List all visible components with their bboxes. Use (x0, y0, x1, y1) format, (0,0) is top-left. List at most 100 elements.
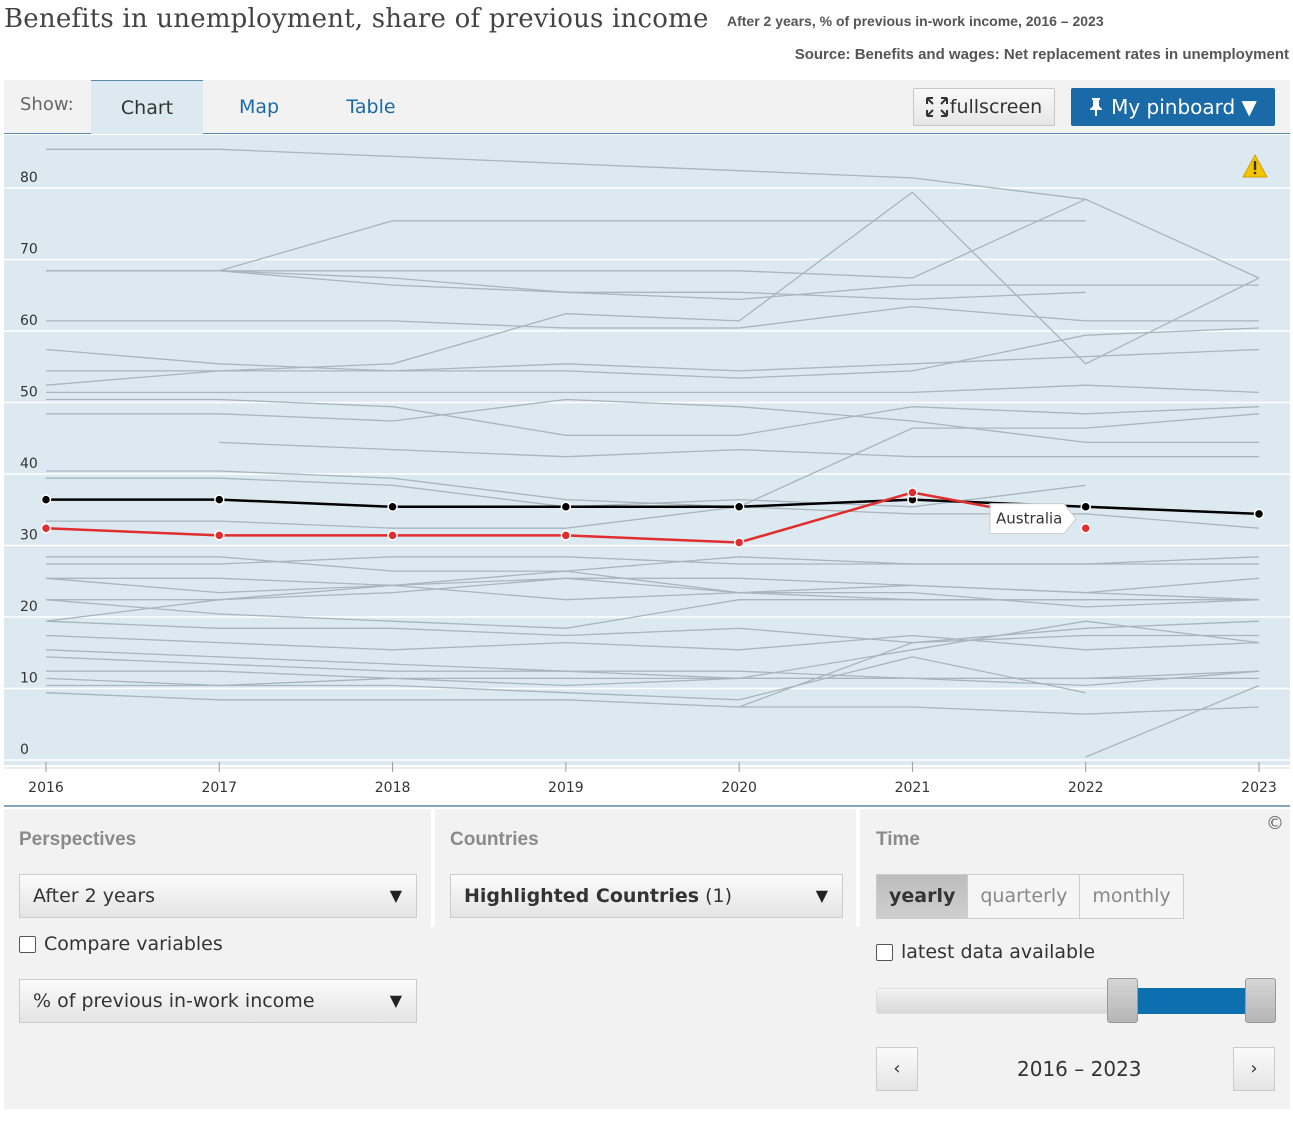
chevron-down-icon: ▼ (389, 991, 402, 1010)
series-line-other (45, 191, 1260, 386)
compare-variables-label: Compare variables (44, 933, 223, 955)
freq-monthly-button[interactable]: monthly (1092, 885, 1171, 907)
average-point (387, 501, 398, 513)
series-line-other (46, 270, 1259, 301)
source-link[interactable]: Source: Benefits and wages: Net replacem… (794, 46, 1289, 63)
latest-data-label: latest data available (901, 941, 1096, 963)
warning-triangle-icon[interactable] (1242, 153, 1268, 178)
measure-select[interactable]: % of previous in-work income ▼ (19, 979, 417, 1023)
series-line-other (46, 577, 1260, 601)
australia-point (40, 522, 52, 534)
pinboard-label: My pinboard ▼ (1111, 95, 1257, 119)
tab-chart[interactable]: Chart (91, 80, 203, 134)
y-tick-label: 40 (20, 456, 38, 472)
prev-period-button[interactable]: ‹ (876, 1047, 918, 1091)
copyright-icon[interactable]: © (1266, 813, 1284, 834)
chart-area: 0 10 20 30 40 50 60 70 80 2016 2017 2018 2019 2020 202… (4, 135, 1290, 807)
australia-point (1080, 522, 1091, 534)
tab-map[interactable]: Map (238, 96, 280, 118)
series-line-other (1085, 684, 1260, 758)
page-subtitle: After 2 years, % of previous in-work inc… (727, 13, 1104, 29)
fullscreen-label: fullscreen (949, 96, 1043, 118)
countries-select[interactable]: Highlighted Countries (1) ▼ (450, 874, 843, 918)
perspective-value: After 2 years (33, 885, 156, 907)
show-label: Show: (20, 94, 74, 115)
series-line-other (45, 584, 1086, 622)
x-axis-band (4, 765, 1290, 807)
y-tick-label: 60 (20, 313, 38, 329)
y-tick-label: 70 (20, 242, 38, 258)
time-label: Time (876, 829, 921, 850)
series-line-other (45, 634, 1260, 651)
average-point (1253, 508, 1265, 520)
view-tabbar: Show: Chart Map Table fullscreen My pinb… (4, 80, 1290, 134)
pinboard-button[interactable]: My pinboard ▼ (1071, 88, 1275, 126)
series-line-other (46, 327, 1260, 379)
average-point (560, 501, 572, 513)
perspective-select[interactable]: After 2 years ▼ (19, 874, 417, 918)
australia-point (560, 530, 572, 541)
line-chart: 0 10 20 30 40 50 60 70 80 2016 2017 2018 2019 2020 202… (4, 135, 1290, 807)
series-label-box (989, 503, 1077, 535)
y-tick-label: 80 (20, 170, 38, 186)
tab-table[interactable]: Table (346, 96, 396, 118)
average-point (1080, 501, 1091, 513)
latest-data-checkbox[interactable]: latest data available (876, 941, 1095, 963)
series-line-other (46, 677, 1259, 687)
controls-panel: © Perspectives After 2 years ▼ Compare v… (4, 809, 1290, 1109)
series-line-other (46, 148, 1260, 279)
perspectives-label: Perspectives (19, 829, 137, 850)
series-line-other (45, 692, 1260, 715)
y-tick-label: 50 (20, 385, 38, 401)
average-point (214, 494, 225, 505)
panel-divider (856, 809, 860, 927)
australia-point (733, 537, 745, 548)
x-tick-label: 2023 (1241, 780, 1277, 796)
chevron-down-icon: ▼ (389, 886, 402, 905)
x-tick-label: 2017 (201, 780, 237, 796)
time-slider-start-handle[interactable] (1107, 978, 1138, 1023)
countries-value: Highlighted Countries (464, 885, 700, 907)
series-line-other (45, 620, 1259, 644)
fullscreen-button[interactable]: fullscreen (913, 88, 1055, 126)
average-point (40, 494, 52, 505)
series-line-other (46, 305, 1259, 329)
checkbox-box (876, 943, 893, 961)
plot-background (4, 135, 1290, 765)
page-title: Benefits in unemployment, share of previ… (4, 4, 709, 34)
series-line-other (738, 620, 1260, 708)
x-tick-label: 2021 (895, 780, 931, 796)
x-tick-label: 2019 (548, 780, 584, 796)
average-point (733, 501, 745, 513)
freq-quarterly-button[interactable]: quarterly (968, 875, 1081, 918)
x-tick-label: 2020 (721, 780, 757, 796)
countries-count: (1) (705, 885, 733, 907)
y-tick-label: 10 (20, 671, 38, 687)
time-slider-end-handle[interactable] (1245, 978, 1276, 1023)
time-range-label: 2016 – 2023 (1017, 1057, 1142, 1081)
series-line-other (46, 270, 1086, 301)
series-line-other (46, 384, 1260, 394)
chevron-down-icon: ▼ (815, 886, 828, 905)
series-label-australia: Australia (996, 510, 1062, 528)
series-line-other (46, 398, 1259, 444)
fullscreen-icon (925, 97, 948, 117)
australia-point (387, 530, 398, 541)
countries-label: Countries (450, 829, 539, 850)
series-line-other (46, 556, 1260, 565)
freq-yearly-button[interactable]: yearly (877, 875, 969, 918)
next-period-button[interactable]: › (1233, 1047, 1275, 1091)
pin-icon (1090, 98, 1103, 116)
australia-point (214, 530, 225, 541)
x-tick-label: 2022 (1068, 780, 1104, 796)
x-tick-label: 2018 (375, 780, 411, 796)
compare-variables-checkbox[interactable]: Compare variables (19, 933, 223, 955)
y-tick-label: 30 (20, 528, 38, 544)
series-line-other (45, 649, 1260, 687)
y-tick-label: 20 (20, 599, 38, 615)
measure-value: % of previous in-work income (33, 990, 315, 1012)
series-line-other (45, 570, 1260, 608)
y-tick-label: 0 (20, 742, 29, 758)
series-line-other (219, 441, 1259, 458)
checkbox-box (19, 935, 36, 953)
